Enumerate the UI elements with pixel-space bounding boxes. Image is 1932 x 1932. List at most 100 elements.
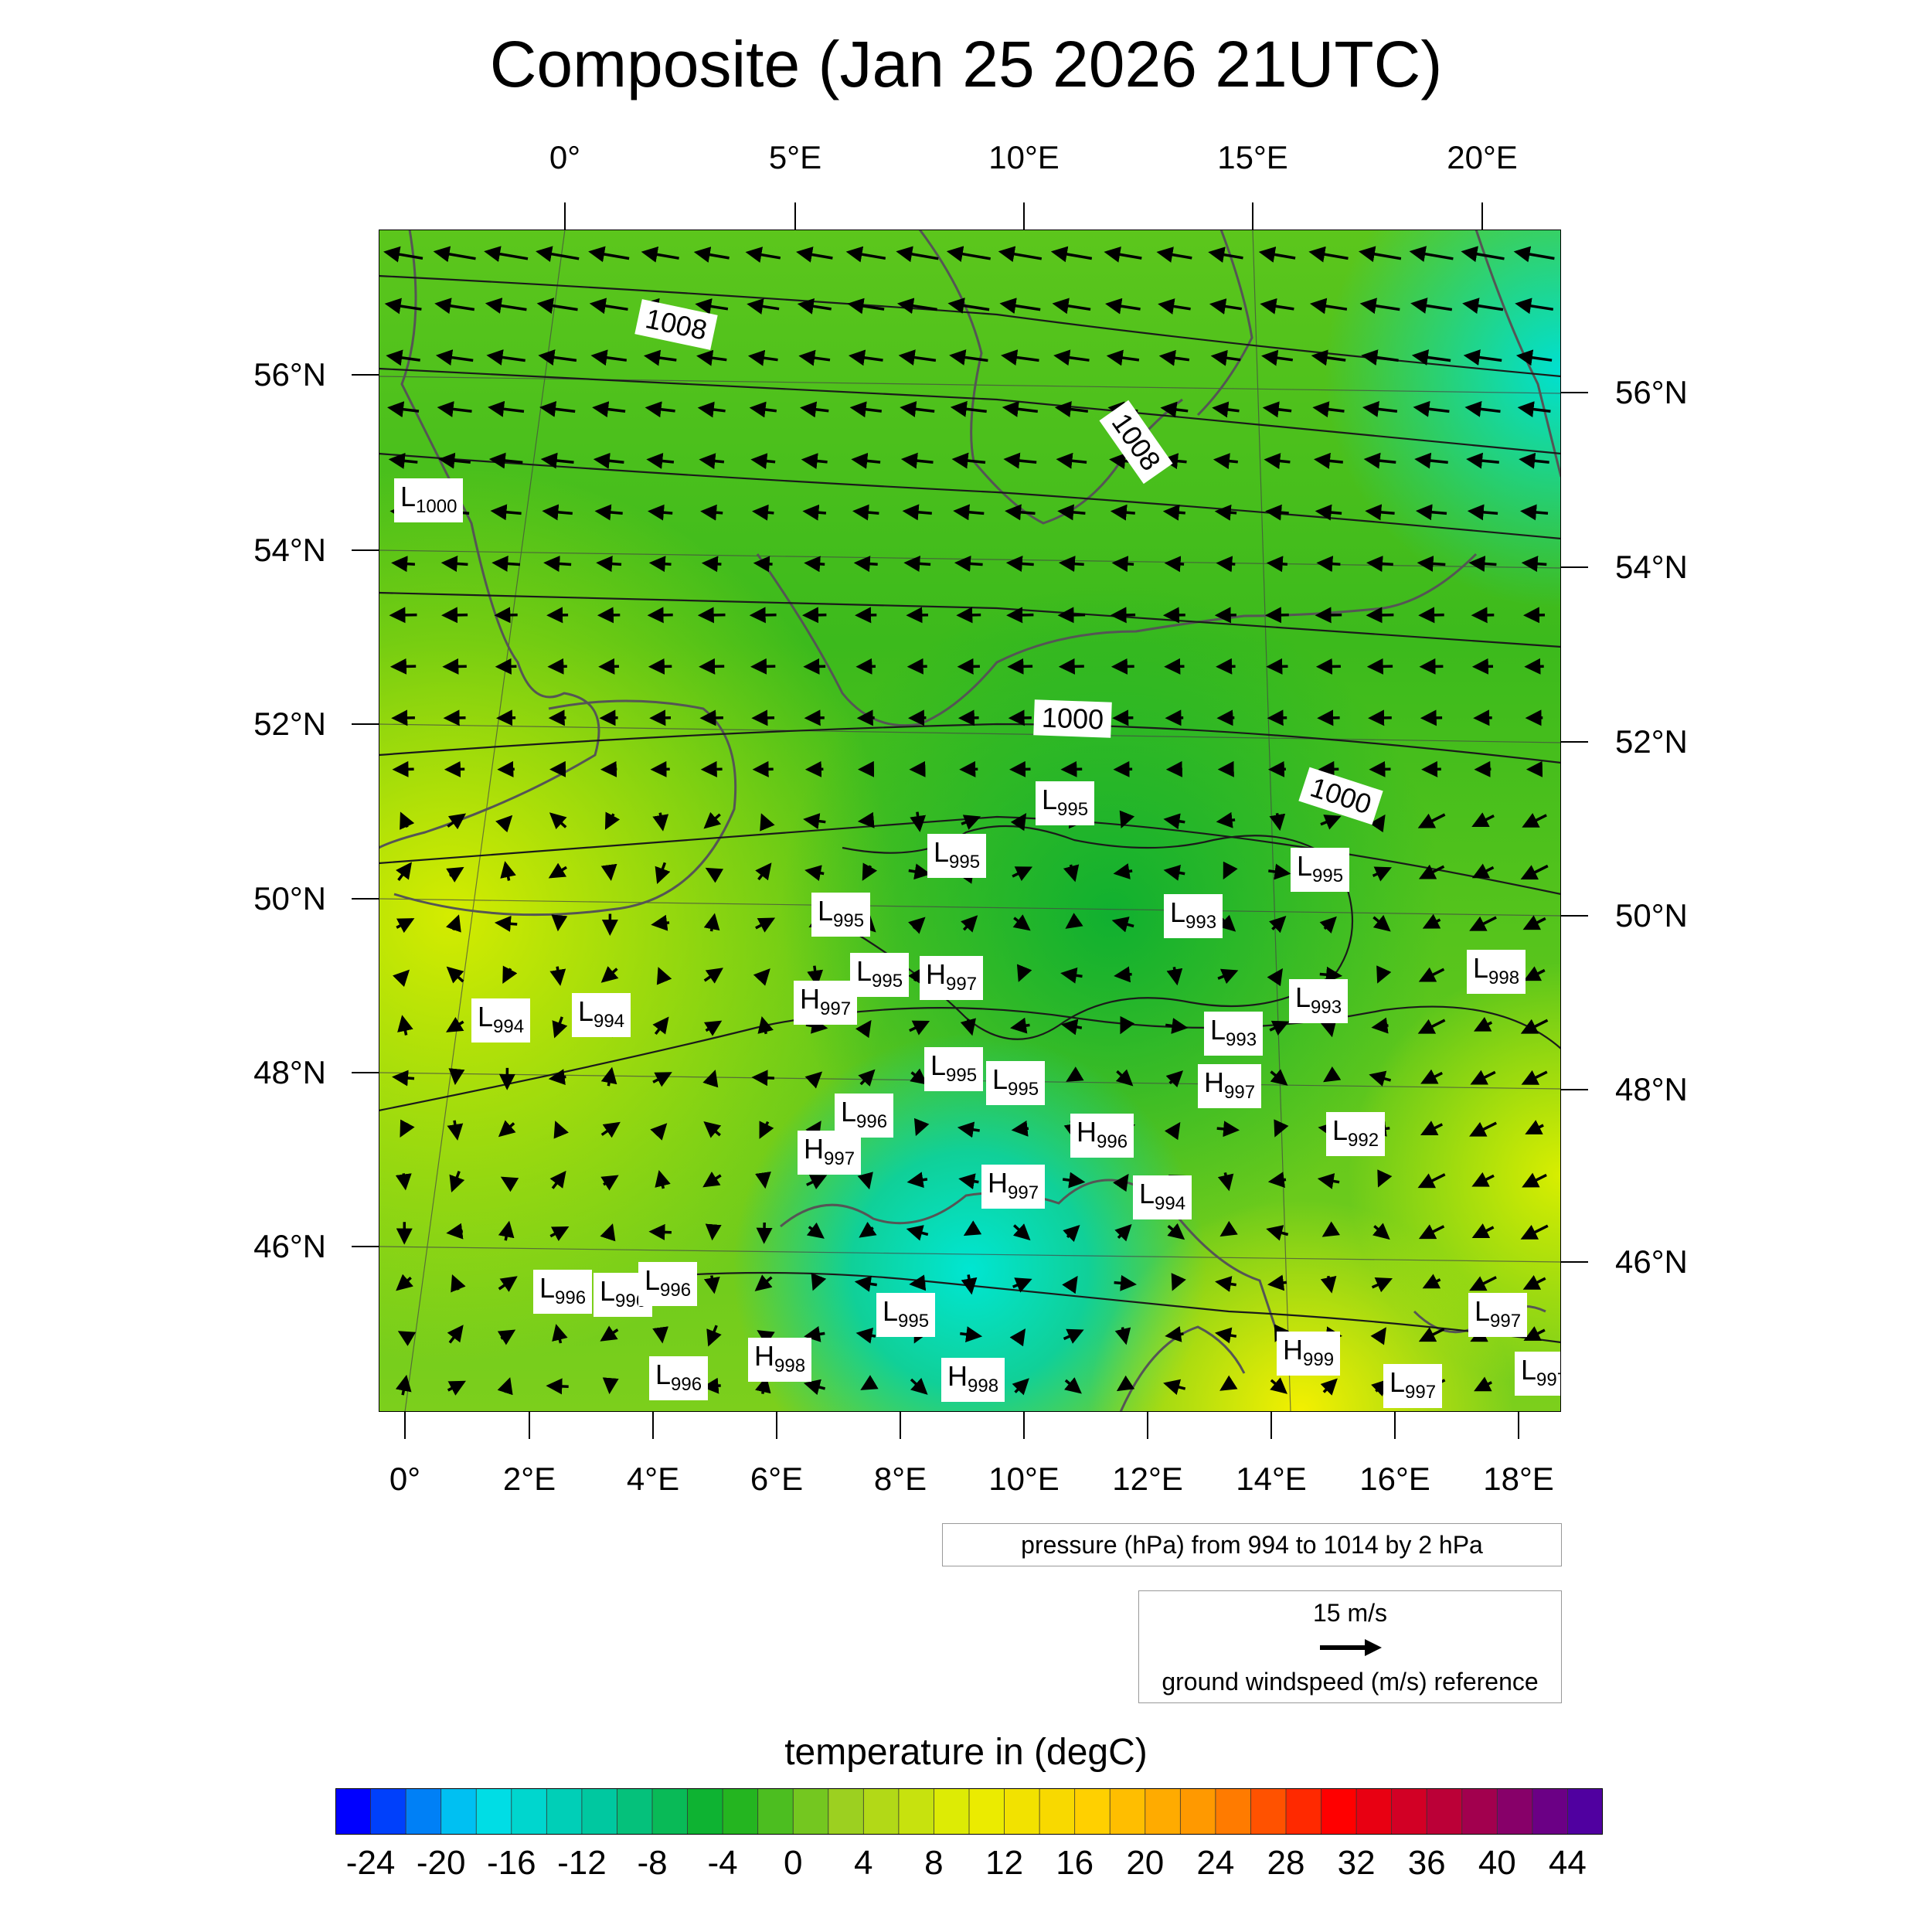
wind-arrow [1052, 298, 1091, 315]
wind-arrow [1320, 1378, 1338, 1396]
wind-reference-description: ground windspeed (m/s) reference [1162, 1668, 1539, 1696]
pressure-center-label: H997 [981, 1165, 1046, 1209]
wind-arrow [1267, 1172, 1287, 1189]
wind-arrow [1119, 810, 1135, 828]
wind-arrow [1463, 349, 1502, 366]
pressure-center-label: H999 [1277, 1332, 1341, 1376]
wind-arrow [1469, 1121, 1497, 1137]
wind-arrow [1215, 1276, 1236, 1292]
wind-arrow [434, 298, 475, 315]
wind-arrow [449, 1170, 465, 1192]
wind-arrow [1064, 1377, 1082, 1394]
colorbar-swatch [1250, 1788, 1287, 1835]
wind-arrow [1266, 658, 1288, 675]
pressure-center-label: L993 [1289, 979, 1349, 1023]
wind-arrow [845, 246, 886, 263]
wind-arrow [1264, 453, 1291, 470]
colorbar-swatch [687, 1788, 724, 1835]
wind-arrow [1110, 607, 1136, 624]
wind-arrow [389, 607, 417, 624]
wind-arrow [749, 401, 777, 418]
wind-arrow [1210, 349, 1241, 366]
left-lat-tick: 48°N [253, 1054, 326, 1090]
wind-arrow [1366, 607, 1394, 624]
wind-arrow [1471, 863, 1495, 879]
wind-arrow [1213, 453, 1238, 470]
wind-arrow [1418, 864, 1445, 879]
wind-arrow [1422, 913, 1441, 929]
wind-arrow [700, 760, 723, 777]
wind-arrow [553, 1121, 569, 1139]
wind-arrow [749, 607, 777, 624]
wind-arrow [1521, 1070, 1548, 1085]
wind-arrow [600, 1121, 621, 1138]
colorbar-swatch [757, 1788, 794, 1835]
wind-arrow [1003, 452, 1037, 469]
wind-arrow [1163, 865, 1185, 881]
wind-arrow [1158, 349, 1190, 366]
wind-arrow [906, 1172, 928, 1189]
wind-arrow [757, 1330, 775, 1346]
wind-arrow [552, 1016, 568, 1039]
wind-arrow [1377, 1169, 1393, 1188]
colorbar-swatch [475, 1788, 512, 1835]
wind-arrow [1418, 1327, 1445, 1342]
wind-arrow [902, 504, 932, 521]
top-lon-tick: 20°E [1447, 139, 1518, 175]
wind-arrow [1520, 1019, 1549, 1034]
wind-arrow [804, 1071, 823, 1089]
wind-arrow [552, 1324, 568, 1344]
wind-arrow [1001, 349, 1039, 366]
wind-arrow [1216, 658, 1236, 675]
pressure-center-label: L996 [533, 1270, 593, 1314]
wind-arrow [1359, 298, 1400, 315]
wind-arrow [484, 246, 529, 262]
wind-arrow [797, 298, 832, 315]
wind-arrow [1422, 1274, 1441, 1289]
wind-arrow [1467, 504, 1498, 521]
colorbar-tick-label: -4 [707, 1844, 738, 1882]
wind-arrow [1265, 607, 1289, 624]
wind-arrow [1058, 658, 1084, 675]
wind-arrow [1269, 813, 1286, 832]
wind-arrow [946, 246, 991, 262]
wind-arrow [1418, 607, 1444, 624]
pressure-center-label: L997 [1468, 1293, 1528, 1337]
wind-arrow [1417, 555, 1446, 572]
bottom-lon-tick: 10°E [988, 1461, 1060, 1497]
wind-arrow [804, 865, 825, 882]
wind-arrow [396, 862, 412, 881]
pressure-center-label: H997 [920, 956, 984, 1000]
pressure-center-label: L997 [1383, 1364, 1443, 1408]
wind-arrow [1522, 1172, 1547, 1188]
wind-arrow [849, 401, 883, 418]
wind-arrow [652, 1326, 668, 1344]
wind-arrow [446, 866, 464, 883]
wind-arrow [1012, 1223, 1031, 1241]
pressure-center-label: L994 [1133, 1175, 1192, 1219]
wind-arrow [1418, 967, 1445, 982]
wind-arrow [447, 1380, 466, 1396]
colorbar-tick-label: 24 [1196, 1844, 1235, 1882]
wind-arrow [908, 863, 931, 880]
wind-arrow [1164, 556, 1185, 573]
wind-arrow [949, 349, 988, 366]
pressure-center-label: H997 [794, 981, 858, 1025]
wind-arrow [1473, 1016, 1493, 1032]
colorbar-tick-label: 16 [1056, 1844, 1094, 1882]
wind-arrow [1062, 1172, 1086, 1189]
wind-arrow [802, 504, 827, 521]
wind-arrow [549, 1226, 570, 1242]
wind-arrow [958, 1173, 979, 1190]
colorbar-tick-label: 44 [1548, 1844, 1587, 1882]
colorbar-swatch [792, 1788, 829, 1835]
wind-arrow [1060, 967, 1083, 984]
wind-arrow [389, 658, 417, 675]
colorbar-swatch [511, 1788, 548, 1835]
wind-vectors [383, 246, 1555, 1399]
wind-arrow [910, 811, 927, 832]
wind-arrow [1269, 1020, 1290, 1036]
colorbar-swatch [1461, 1788, 1498, 1835]
top-lon-tick: 0° [549, 139, 581, 175]
